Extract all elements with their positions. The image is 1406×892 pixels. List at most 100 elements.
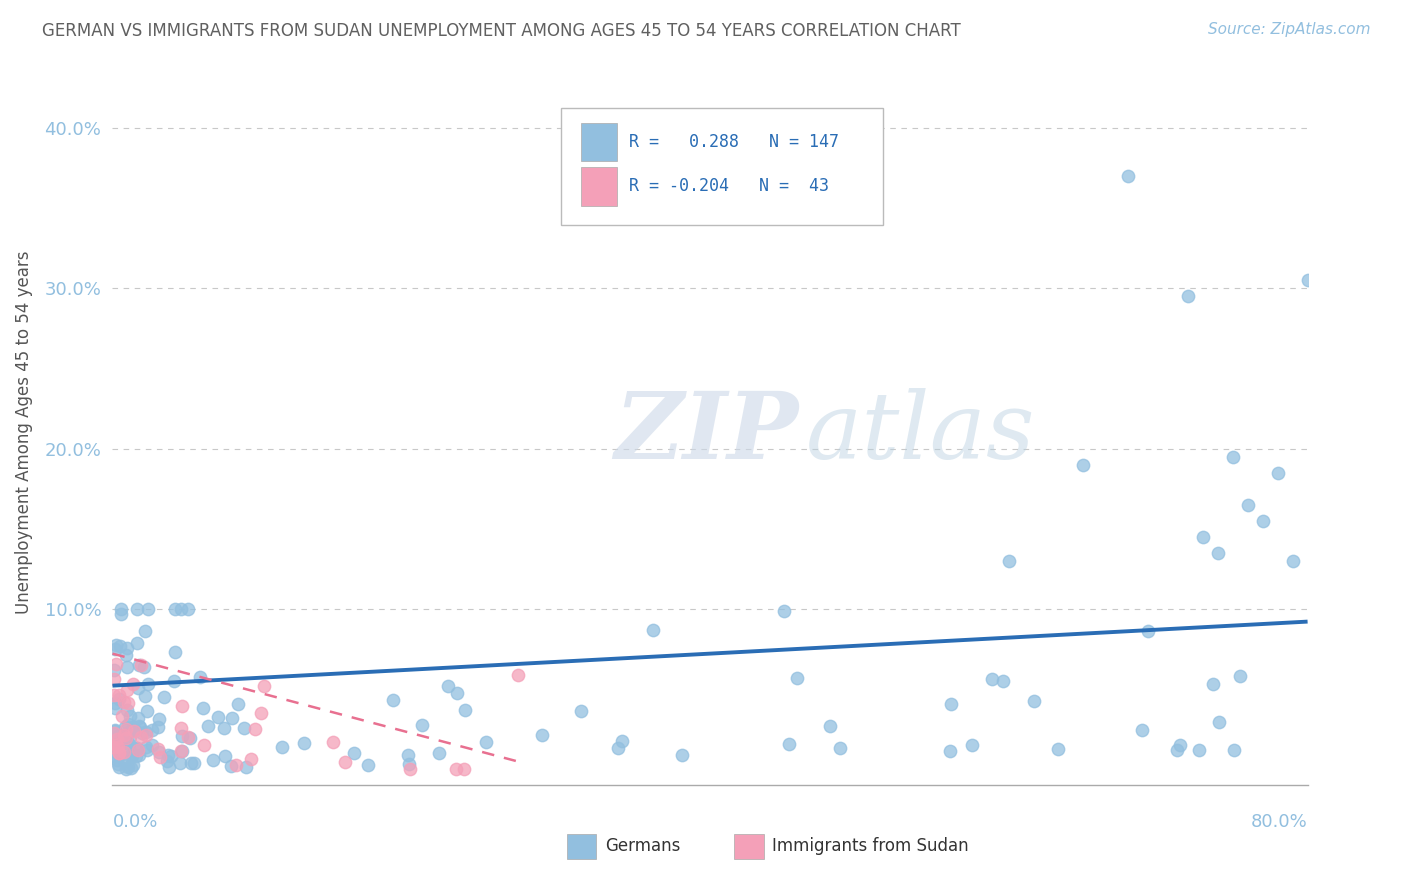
Point [219,758,242,772]
Point [104,701,127,715]
Point [107,756,129,771]
Point [134,660,156,674]
Point [105,738,128,752]
Point [176,731,198,745]
Text: R = -0.204   N =  43: R = -0.204 N = 43 [628,177,828,195]
Bar [581,122,617,161]
Point [170,744,193,758]
Point [179,731,201,746]
Point [249,706,271,720]
Point [643,623,665,637]
Point [170,601,193,615]
Point [1166,742,1188,756]
Point [107,691,129,706]
Point [128,748,150,763]
Point [115,762,138,776]
Point [108,728,131,742]
Point [998,554,1021,568]
Point [1222,450,1244,464]
Point [105,752,128,766]
Point [253,679,276,693]
Point [188,670,211,684]
Point [606,740,628,755]
Point [221,711,243,725]
Point [149,749,172,764]
Point [118,730,141,744]
Point [1202,676,1225,690]
Point [830,740,852,755]
Point [101,748,124,763]
Point [112,728,135,742]
Point [107,739,129,754]
Point [1237,498,1260,512]
Point [115,704,138,718]
Point [778,737,800,751]
Point [122,757,145,772]
Point [446,686,468,700]
Point [382,693,405,707]
Point [114,648,136,662]
Point [117,760,139,774]
Point [163,601,186,615]
Point [136,705,159,719]
Point [104,657,127,671]
Point [177,601,200,615]
Point [105,732,128,747]
Point [104,742,127,756]
Point [453,762,475,776]
Point [117,683,139,698]
Point [103,672,125,686]
Point [136,601,159,615]
Point [135,728,157,742]
Point [233,721,256,735]
Text: ZIP: ZIP [614,388,799,477]
Point [396,747,419,762]
Bar [734,834,763,859]
Point [127,743,149,757]
Point [128,658,150,673]
Point [125,749,148,764]
Point [228,698,250,712]
Point [115,640,138,655]
Point [612,733,634,747]
Point [343,746,366,760]
Point [128,719,150,733]
Point [1223,743,1246,757]
Point [108,746,131,760]
Point [135,724,157,739]
Point [1177,289,1199,303]
Point [124,724,146,739]
Point [207,710,229,724]
Point [235,759,257,773]
Point [104,723,127,738]
Point [197,719,219,733]
Point [156,748,179,763]
Point [107,732,129,747]
Point [127,740,149,755]
Point [1229,669,1251,683]
Point [115,732,138,747]
Point [333,755,356,769]
Text: 80.0%: 80.0% [1251,814,1308,831]
Point [104,642,127,657]
Point [117,696,139,710]
Point [1192,530,1215,544]
Point [153,690,176,704]
Point [141,738,163,752]
Point [141,723,163,738]
Bar [567,834,596,859]
Point [437,679,460,693]
Point [135,740,157,755]
Point [108,688,131,702]
Y-axis label: Unemployment Among Ages 45 to 54 years: Unemployment Among Ages 45 to 54 years [15,251,34,615]
Point [120,761,142,775]
Point [111,708,134,723]
Point [124,722,146,736]
Point [124,740,146,755]
Point [127,711,149,725]
Point [357,758,380,772]
Point [170,721,193,735]
Point [103,663,125,677]
Point [157,760,180,774]
Point [121,720,143,734]
